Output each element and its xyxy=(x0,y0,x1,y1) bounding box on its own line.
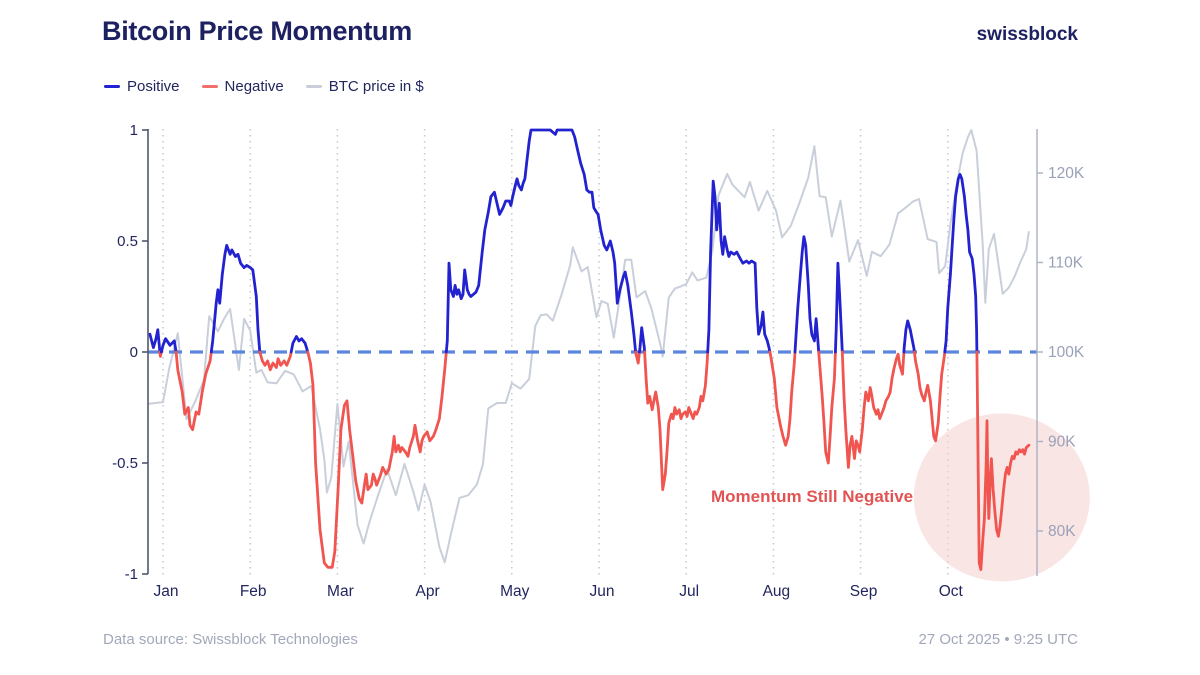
month-label: Jan xyxy=(154,583,179,600)
negative-dash-icon xyxy=(201,85,218,88)
btc-price-line xyxy=(148,129,1030,564)
month-label: May xyxy=(500,583,530,600)
month-label: Oct xyxy=(939,583,964,600)
month-label: Jul xyxy=(679,583,699,600)
right-axis-label: 120K xyxy=(1048,165,1085,182)
legend-item-negative: Negative xyxy=(201,78,284,95)
left-axis-label: 0 xyxy=(130,344,138,361)
momentum-line-negative xyxy=(840,350,906,469)
left-axis-label: -1 xyxy=(125,566,138,583)
month-label: Apr xyxy=(416,583,440,600)
momentum-line-negative xyxy=(643,350,710,491)
month-label: Feb xyxy=(240,583,267,600)
momentum-line-positive xyxy=(638,326,646,354)
left-axis-label: 1 xyxy=(130,122,138,139)
momentum-line-positive xyxy=(902,319,916,354)
legend-label-btc-price: BTC price in $ xyxy=(328,78,424,95)
momentum-line-negative xyxy=(913,350,947,443)
momentum-line-negative xyxy=(174,350,213,432)
momentum-line-negative xyxy=(158,350,163,358)
momentum-line-negative xyxy=(768,350,797,447)
month-label: Sep xyxy=(850,583,878,600)
momentum-line-positive xyxy=(706,179,772,354)
page-title: Bitcoin Price Momentum xyxy=(102,16,412,46)
legend-label-positive: Positive xyxy=(127,78,180,95)
momentum-line-negative xyxy=(634,350,641,365)
right-axis-label: 100K xyxy=(1048,344,1085,361)
right-axis-label: 90K xyxy=(1048,434,1076,451)
month-label: Aug xyxy=(763,583,791,600)
legend: Positive Negative BTC price in $ xyxy=(104,78,424,95)
momentum-line-negative xyxy=(306,350,448,569)
momentum-line-positive xyxy=(793,235,821,354)
positive-dash-icon xyxy=(104,85,120,88)
right-axis-label: 80K xyxy=(1048,523,1076,540)
btc-price-dash-icon xyxy=(305,85,322,88)
legend-item-positive: Positive xyxy=(104,78,180,95)
momentum-line-positive xyxy=(209,244,262,354)
legend-label-negative: Negative xyxy=(224,78,284,95)
momentum-line-negative xyxy=(817,350,837,465)
timestamp-text: 27 Oct 2025 • 9:25 UTC xyxy=(918,631,1079,648)
momentum-line-positive xyxy=(943,173,979,354)
left-axis-label: 0.5 xyxy=(117,233,138,250)
momentum-line-negative xyxy=(975,350,1031,571)
swissblock-logo: swissblock xyxy=(976,24,1078,45)
right-axis-label: 110K xyxy=(1048,255,1084,272)
momentum-line-positive xyxy=(834,261,844,354)
left-axis-label: -0.5 xyxy=(112,455,138,472)
momentum-line-positive xyxy=(289,335,310,354)
momentum-line-positive xyxy=(160,337,178,354)
month-label: Jun xyxy=(590,583,615,600)
month-label: Mar xyxy=(327,583,354,600)
momentum-line-positive xyxy=(444,128,637,354)
momentum-line-negative xyxy=(258,350,293,372)
data-source-text: Data source: Swissblock Technologies xyxy=(103,631,358,648)
momentum-annotation: Momentum Still Negative xyxy=(711,487,914,506)
momentum-line-positive xyxy=(148,328,162,354)
legend-item-btc-price: BTC price in $ xyxy=(305,78,424,95)
